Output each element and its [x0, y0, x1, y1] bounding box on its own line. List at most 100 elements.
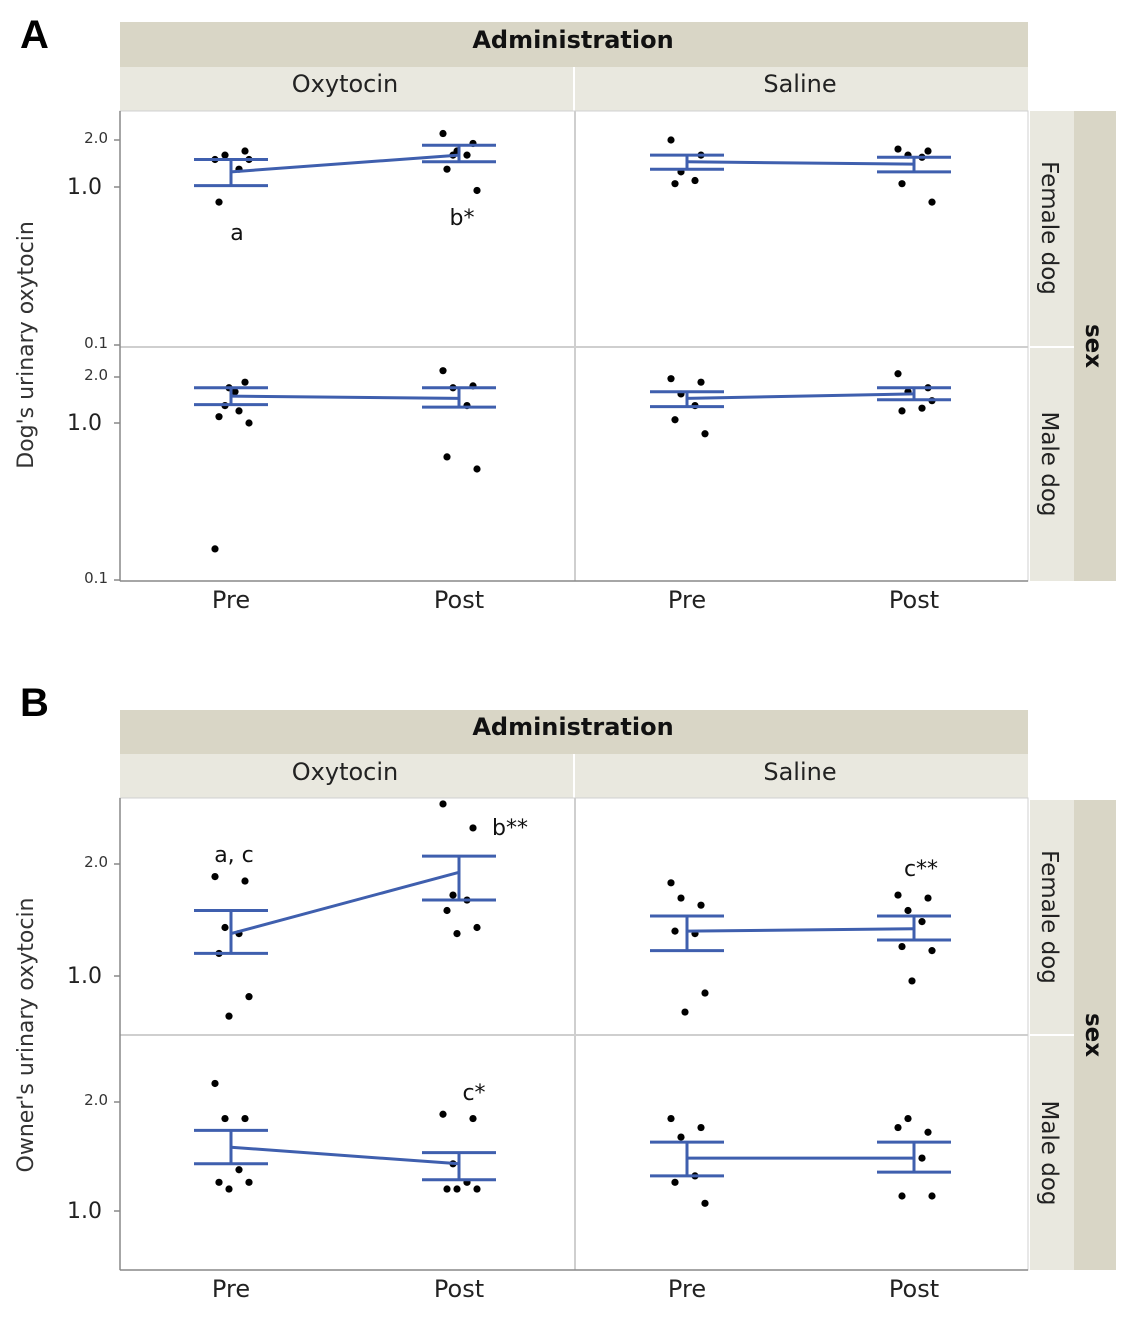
column-header-oxytocin-b	[120, 754, 573, 798]
data-point-saline-female-dog-pre	[691, 176, 699, 185]
annotation-b-oxy-female-pre: a, c	[214, 843, 254, 868]
administration-header-b	[120, 710, 1028, 754]
data-point-oxytocin-female-dog-post	[473, 923, 481, 932]
data-point-saline-male-dog-post	[894, 1123, 902, 1132]
row-header-female-a	[1030, 111, 1074, 346]
data-point-oxytocin-male-dog-pre	[241, 1114, 249, 1123]
data-point-saline-male-dog-pre	[667, 375, 675, 383]
mean-line-saline-male-dog	[686, 392, 915, 400]
sex-label-a: sex	[1080, 324, 1106, 368]
data-point-saline-male-dog-pre	[677, 1133, 685, 1141]
x-tick-a-oxy-pre: Pre	[212, 586, 250, 614]
data-point-oxytocin-female-dog-post	[443, 906, 451, 915]
data-point-saline-female-dog-post	[928, 947, 936, 955]
data-point-saline-female-dog-post	[908, 977, 916, 985]
y-tick-a-female-01: 0.1	[84, 334, 108, 352]
y-tick-b-female-2: 2.0	[84, 853, 108, 871]
data-point-oxytocin-female-dog-pre	[225, 1012, 233, 1020]
data-point-oxytocin-female-dog-post	[473, 186, 481, 195]
data-point-saline-female-dog-post	[928, 198, 936, 206]
data-point-oxytocin-male-dog-pre	[221, 1114, 229, 1123]
column-header-oxytocin	[120, 67, 573, 111]
column-label-saline: Saline	[763, 70, 836, 98]
column-label-saline-b: Saline	[763, 758, 836, 786]
chart-marks-b	[194, 800, 951, 1207]
data-point-saline-female-dog-post	[894, 145, 902, 153]
data-point-saline-female-dog-pre	[677, 894, 685, 902]
data-point-saline-female-dog-pre	[667, 136, 675, 144]
data-point-saline-female-dog-post	[924, 894, 932, 902]
data-point-saline-female-dog-pre	[701, 989, 709, 997]
data-point-saline-male-dog-post	[918, 404, 926, 412]
x-tick-b-oxy-post: Post	[434, 1275, 484, 1303]
row-label-male-a: Male dog	[1036, 411, 1062, 516]
mean-line-saline-female-dog	[686, 160, 915, 166]
data-point-saline-male-dog-post	[894, 370, 902, 378]
data-point-oxytocin-female-dog-post	[439, 129, 447, 138]
data-point-oxytocin-male-dog-pre	[225, 1185, 233, 1193]
data-point-saline-male-dog-pre	[697, 1123, 705, 1132]
x-tick-b-oxy-pre: Pre	[212, 1275, 250, 1303]
data-point-oxytocin-male-dog-pre	[245, 419, 253, 427]
annotation-a-oxy-female-pre: a	[230, 221, 243, 246]
y-tick-b-female-1: 1.0	[67, 964, 102, 989]
data-point-oxytocin-female-dog-pre	[221, 923, 229, 932]
annotation-b-oxy-male-post: c*	[462, 1081, 485, 1106]
mean-line-oxytocin-male-dog	[230, 1145, 460, 1166]
sex-header-b	[1074, 800, 1116, 1270]
data-point-oxytocin-male-dog-pre	[235, 407, 243, 415]
data-point-oxytocin-female-dog-pre	[241, 147, 249, 155]
mean-line-saline-female-dog	[686, 927, 915, 933]
administration-title-b: Administration	[472, 713, 673, 741]
administration-header	[120, 22, 1028, 67]
data-point-saline-male-dog-post	[928, 1192, 936, 1200]
data-point-oxytocin-male-dog-post	[443, 453, 451, 461]
sex-label-b: sex	[1080, 1013, 1106, 1057]
row-label-female-b: Female dog	[1036, 850, 1062, 984]
panel-b-label: B	[20, 681, 49, 725]
data-point-saline-male-dog-pre	[671, 416, 679, 424]
data-point-oxytocin-male-dog-pre	[215, 1178, 223, 1186]
mean-line-oxytocin-male-dog	[230, 394, 460, 400]
data-point-saline-male-dog-post	[918, 1154, 926, 1162]
data-point-oxytocin-female-dog-pre	[215, 198, 223, 206]
y-tick-a-male-2: 2.0	[84, 366, 108, 384]
row-label-male-b: Male dog	[1036, 1100, 1062, 1205]
x-tick-a-oxy-post: Post	[434, 586, 484, 614]
data-point-saline-female-dog-pre	[697, 901, 705, 909]
data-point-oxytocin-male-dog-post	[469, 1114, 477, 1123]
annotation-a-oxy-female-post: b*	[450, 206, 475, 231]
mean-line-oxytocin-female-dog	[230, 153, 460, 174]
data-point-oxytocin-male-dog-post	[473, 465, 481, 473]
data-point-oxytocin-male-dog-pre	[215, 413, 223, 421]
data-point-saline-male-dog-pre	[667, 1114, 675, 1123]
data-point-saline-female-dog-post	[904, 906, 912, 915]
x-tick-a-sal-post: Post	[889, 586, 939, 614]
data-point-saline-female-dog-pre	[681, 1008, 689, 1016]
data-point-oxytocin-female-dog-post	[449, 891, 457, 899]
data-point-saline-female-dog-pre	[671, 180, 679, 188]
y-tick-marks-a	[114, 139, 120, 581]
row-header-male-b	[1030, 1036, 1074, 1270]
data-point-oxytocin-male-dog-pre	[235, 1166, 243, 1174]
data-point-saline-female-dog-post	[918, 918, 926, 926]
column-header-saline	[575, 67, 1028, 111]
sex-header-a	[1074, 111, 1116, 581]
y-axis-label-a: Dog's urinary oxytocin	[14, 221, 39, 469]
chart-marks-a	[194, 129, 951, 553]
y-tick-a-female-2: 2.0	[84, 129, 108, 147]
data-point-oxytocin-female-dog-post	[469, 824, 477, 832]
data-point-oxytocin-male-dog-pre	[211, 1079, 219, 1088]
data-point-oxytocin-male-dog-pre	[231, 388, 239, 396]
data-point-oxytocin-female-dog-pre	[241, 877, 249, 885]
annotation-b-oxy-female-post: b**	[492, 816, 528, 841]
data-point-saline-male-dog-pre	[701, 1199, 709, 1207]
data-point-saline-male-dog-pre	[671, 1178, 679, 1186]
column-label-oxytocin-b: Oxytocin	[292, 758, 398, 786]
data-point-oxytocin-female-dog-pre	[211, 872, 219, 881]
data-point-saline-female-dog-post	[924, 147, 932, 155]
y-tick-a-male-1: 1.0	[67, 411, 102, 436]
data-point-oxytocin-male-dog-post	[453, 1185, 461, 1193]
data-point-saline-male-dog-post	[904, 1114, 912, 1123]
